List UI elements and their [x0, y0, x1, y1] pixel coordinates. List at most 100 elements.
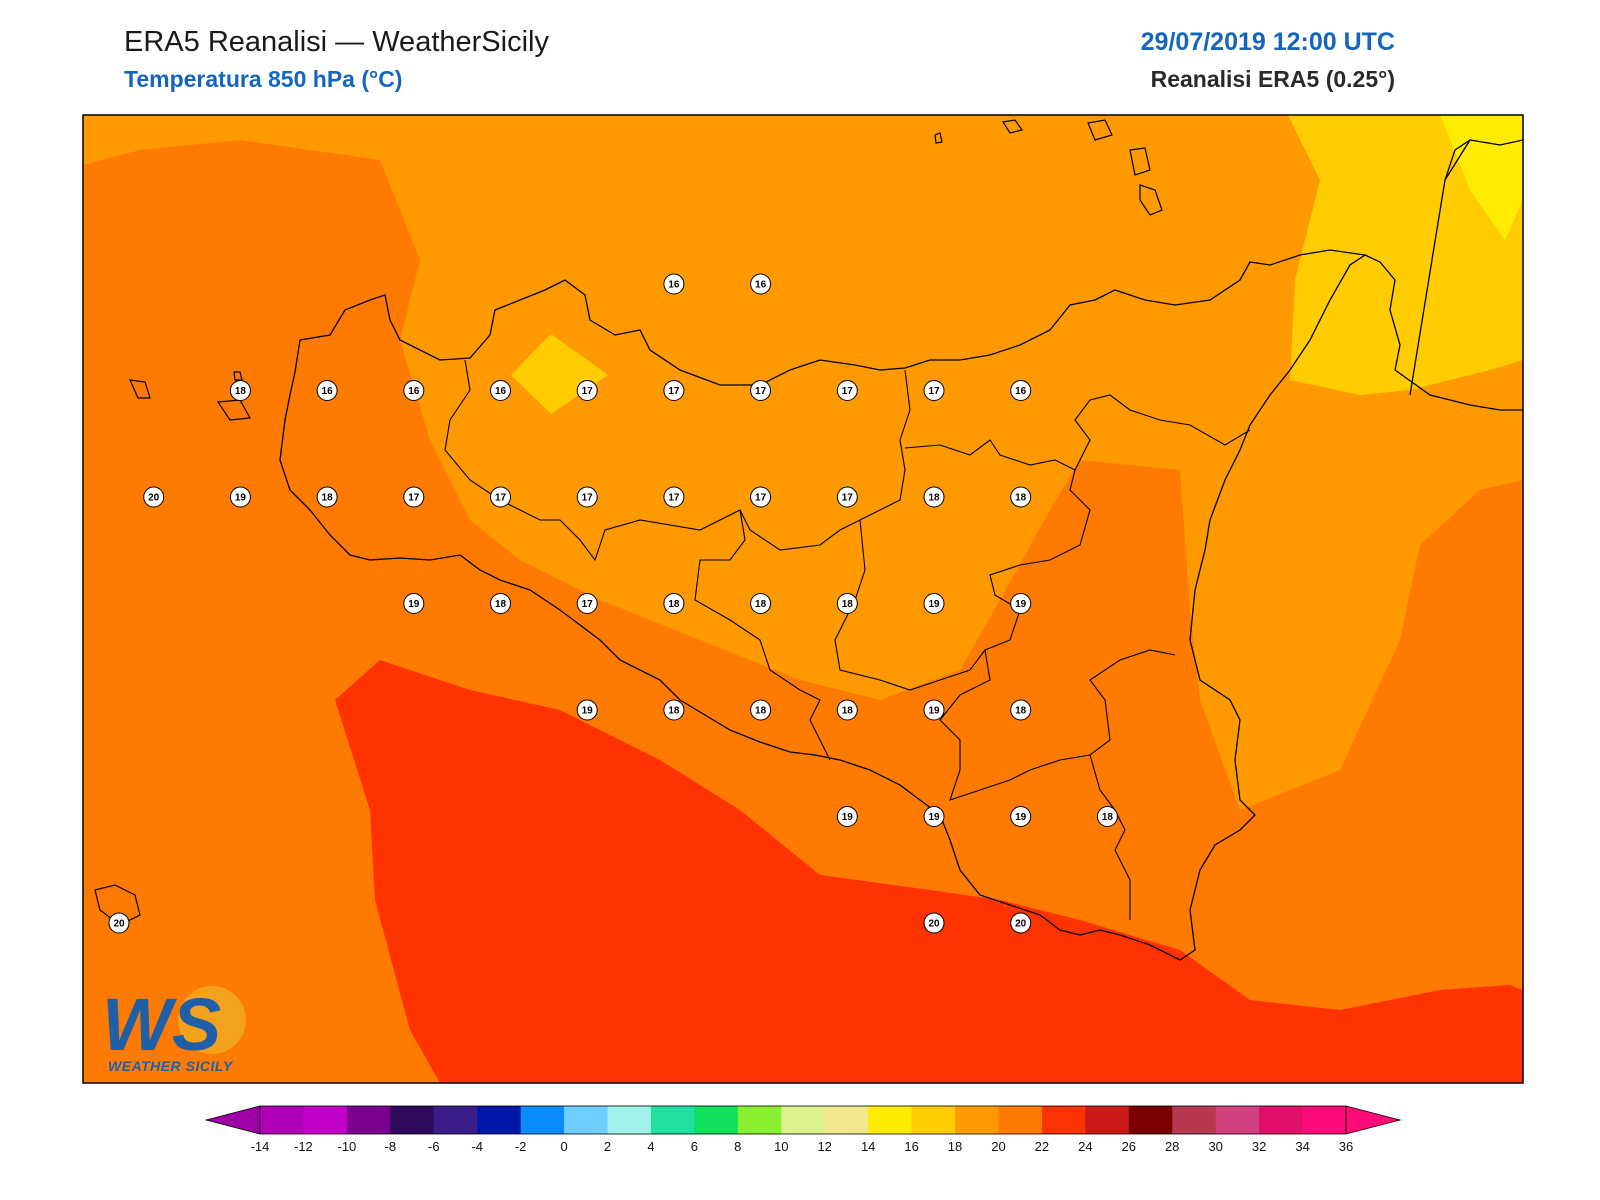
- station-marker-circle: [663, 593, 685, 614]
- map-model-label: Reanalisi ERA5 (0.25°): [1150, 66, 1395, 92]
- weathersicily-logo: WS: [102, 983, 246, 1066]
- station-marker: 17: [576, 486, 598, 508]
- station-marker: 17: [576, 593, 598, 614]
- station-marker: 19: [836, 806, 858, 827]
- colorbar-tick-label: 24: [1078, 1139, 1092, 1154]
- station-marker-circle: [1010, 486, 1032, 508]
- station-marker-circle: [836, 593, 858, 614]
- colorbar-tick-label: 6: [691, 1139, 698, 1154]
- station-value: 19: [235, 493, 247, 504]
- colorbar-tick-label: 10: [774, 1139, 788, 1154]
- colorbar-swatch: [1172, 1106, 1217, 1134]
- colorbar-swatch: [1128, 1106, 1173, 1134]
- coastline: [279, 139, 1523, 961]
- colorbar-swatch: [737, 1106, 782, 1134]
- station-marker: 16: [403, 380, 425, 401]
- colorbar-swatch: [607, 1106, 652, 1134]
- station-marker: 18: [750, 593, 772, 614]
- colorbar-tick-label: 26: [1122, 1139, 1136, 1154]
- colorbar-frame: [259, 1105, 1347, 1135]
- colorbar-tick-label: -10: [338, 1139, 357, 1154]
- map-title: ERA5 Reanalisi — WeatherSicily: [124, 26, 549, 58]
- station-marker-circle: [403, 593, 425, 614]
- logo-monogram: WS: [102, 983, 221, 1066]
- station-marker-circle: [836, 699, 858, 721]
- station-marker: 18: [316, 486, 338, 508]
- station-marker: 19: [923, 699, 945, 721]
- logo-caption: WEATHER SICILY: [108, 1058, 233, 1074]
- station-marker: 18: [836, 699, 858, 721]
- station-marker: 18: [1096, 806, 1118, 827]
- station-marker-circle: [1096, 806, 1118, 827]
- station-marker-circle: [923, 380, 945, 401]
- station-marker: 18: [663, 699, 685, 721]
- station-marker: 20: [108, 912, 130, 934]
- station-marker: 18: [836, 593, 858, 614]
- station-marker: 19: [923, 806, 945, 827]
- station-marker-circle: [836, 380, 858, 401]
- colorbar-tick-label: -8: [385, 1139, 397, 1154]
- station-marker: 20: [143, 486, 165, 508]
- colorbar-tick-label: 28: [1165, 1139, 1179, 1154]
- station-marker: 19: [923, 593, 945, 614]
- station-marker-circle: [750, 273, 772, 295]
- station-value: 18: [668, 599, 680, 610]
- station-marker: 17: [403, 486, 425, 508]
- station-marker-circle: [1010, 699, 1032, 721]
- colorbar-tick-label: 22: [1035, 1139, 1049, 1154]
- station-value: 18: [1015, 706, 1027, 717]
- station-value: 19: [928, 706, 940, 717]
- station-value: 18: [235, 386, 247, 397]
- station-marker: 16: [316, 380, 338, 401]
- station-marker: 16: [663, 273, 685, 295]
- station-value: 16: [322, 386, 334, 397]
- colorbar-tick-label: 14: [861, 1139, 875, 1154]
- station-value: 18: [842, 599, 854, 610]
- station-marker-circle: [923, 806, 945, 827]
- field-14-16-local: [511, 334, 608, 414]
- colorbar-tick-label: 20: [991, 1139, 1005, 1154]
- station-value: 19: [928, 599, 940, 610]
- station-value: 18: [495, 599, 507, 610]
- station-marker-circle: [663, 273, 685, 295]
- colorbar-swatch: [868, 1106, 913, 1134]
- station-marker-circle: [836, 486, 858, 508]
- station-value: 17: [842, 493, 854, 504]
- colorbar-tick-label: 12: [817, 1139, 831, 1154]
- field-16-18: [83, 115, 1523, 810]
- station-value: 19: [842, 812, 854, 823]
- station-value: 17: [755, 493, 767, 504]
- station-value: 17: [582, 599, 594, 610]
- station-marker-circle: [1010, 912, 1032, 934]
- colorbar-tick-label: -12: [294, 1139, 313, 1154]
- station-marker: 18: [490, 593, 511, 614]
- station-value: 20: [928, 919, 940, 930]
- station-marker-circle: [923, 912, 945, 934]
- station-marker-circle: [750, 486, 772, 508]
- station-value: 19: [1015, 812, 1027, 823]
- map-subtitle: Temperatura 850 hPa (°C): [124, 66, 403, 92]
- station-marker: 19: [576, 699, 598, 721]
- colorbar-tick-label: 16: [904, 1139, 918, 1154]
- station-value: 19: [582, 706, 594, 717]
- colorbar-swatch: [520, 1106, 565, 1134]
- station-value: 18: [668, 706, 680, 717]
- station-marker: 18: [1010, 699, 1032, 721]
- station-marker-circle: [490, 593, 511, 614]
- colorbar-swatch: [1041, 1106, 1086, 1134]
- field-14-16: [1288, 115, 1523, 395]
- colorbar: -14 -12 -10 -8 -6 -4 -2 0 2 4 6 8 10 12 14 16 18 20 22 24 26…: [204, 1105, 1402, 1154]
- station-marker-circle: [1010, 593, 1032, 614]
- colorbar-swatch: [781, 1106, 826, 1134]
- colorbar-tick-label: 30: [1208, 1139, 1222, 1154]
- colorbar-tick-label: -6: [428, 1139, 440, 1154]
- station-marker-circle: [663, 699, 685, 721]
- colorbar-swatch: [911, 1106, 956, 1134]
- colorbar-swatch: [564, 1106, 609, 1134]
- colorbar-swatch: [998, 1106, 1043, 1134]
- colorbar-tick-label: 36: [1339, 1139, 1353, 1154]
- station-marker-circle: [663, 486, 685, 508]
- station-marker: 20: [923, 912, 945, 934]
- colorbar-swatch: [650, 1106, 695, 1134]
- station-marker-circle: [836, 806, 858, 827]
